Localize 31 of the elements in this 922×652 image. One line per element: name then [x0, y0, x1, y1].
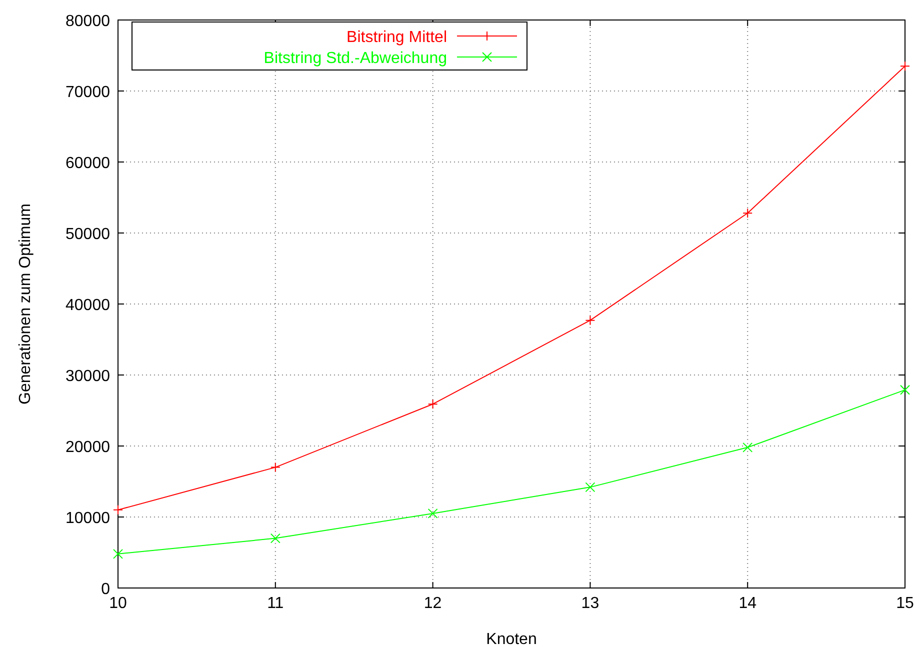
point	[428, 399, 438, 410]
legend-label: Bitstring Mittel	[346, 29, 447, 46]
point	[585, 315, 596, 326]
point	[900, 384, 910, 395]
y-tick-label: 20000	[66, 439, 110, 456]
y-tick-label: 80000	[66, 13, 110, 30]
x-tick-label: 14	[738, 595, 757, 612]
point	[428, 508, 438, 518]
point	[270, 533, 280, 544]
point	[113, 504, 123, 515]
x-tick-label: 15	[896, 595, 914, 612]
x-axis-title: Knoten	[486, 631, 537, 648]
x-tick-label: 10	[109, 595, 127, 612]
point	[742, 442, 753, 452]
y-tick-label: 40000	[66, 297, 110, 314]
y-tick-label: 30000	[66, 368, 110, 385]
point	[270, 462, 280, 472]
y-tick-label: 0	[101, 581, 110, 598]
legend-label: Bitstring Std.-Abweichung	[264, 50, 447, 67]
point	[585, 482, 596, 492]
y-axis-title: Generationen zum Optimum	[17, 204, 34, 404]
x-tick-label: 12	[424, 595, 442, 612]
y-tick-label: 10000	[66, 510, 110, 527]
y-tick-label: 50000	[66, 226, 110, 243]
y-tick-label: 60000	[66, 155, 110, 172]
point	[742, 208, 753, 218]
y-tick-label: 70000	[66, 84, 110, 101]
x-tick-label: 13	[581, 595, 600, 612]
x-tick-label: 11	[267, 595, 284, 612]
point	[900, 61, 910, 72]
point	[113, 548, 123, 559]
